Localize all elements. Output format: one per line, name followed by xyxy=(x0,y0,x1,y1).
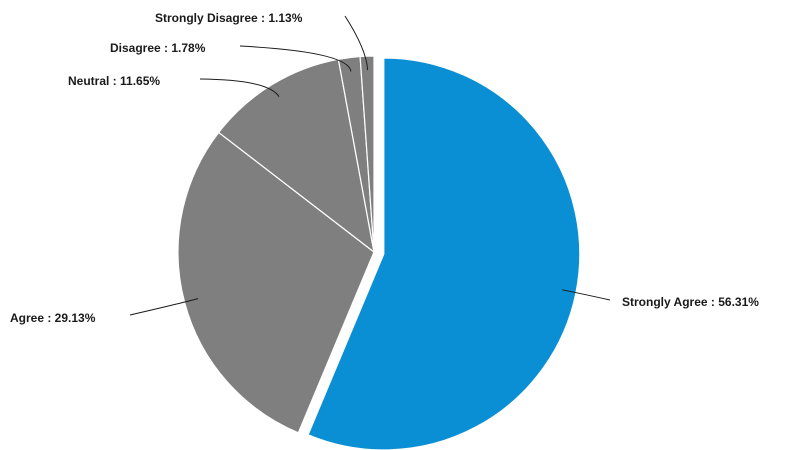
leader-line-disagree xyxy=(239,45,352,72)
pie-slice-neutral xyxy=(217,58,375,254)
data-label-strongly-agree: Strongly Agree : 56.31% xyxy=(622,295,759,309)
data-label-neutral: Neutral : 11.65% xyxy=(68,74,160,88)
pie-slice-strongly-disagree xyxy=(359,55,375,253)
data-labels-layer: Strongly Agree : 56.31% Agree : 29.13% N… xyxy=(10,11,759,325)
leader-line-strongly-disagree xyxy=(344,15,369,71)
leader-line-strongly-agree xyxy=(562,289,611,301)
data-label-strongly-disagree: Strongly Disagree : 1.13% xyxy=(155,11,303,25)
slices-layer xyxy=(177,55,581,450)
data-label-agree: Agree : 29.13% xyxy=(10,311,96,325)
leader-line-neutral xyxy=(199,78,280,98)
leader-line-agree xyxy=(129,298,199,316)
data-label-disagree: Disagree : 1.78% xyxy=(110,41,206,55)
leader-lines-layer xyxy=(129,15,611,316)
